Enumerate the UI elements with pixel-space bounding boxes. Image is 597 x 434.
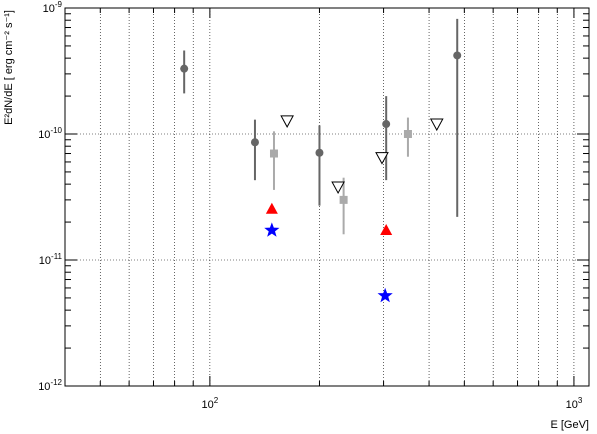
data-point-circle <box>382 120 391 129</box>
y-axis-title: E²dN/dE [ erg cm⁻² s⁻¹] <box>3 10 15 125</box>
x-tick-label: 103 <box>566 396 583 411</box>
axis-ticks <box>64 7 589 387</box>
upper-limit-marker <box>375 152 389 165</box>
data-point-circle <box>453 51 462 60</box>
data-point-square <box>339 195 348 204</box>
y-tick-label: 10-10 <box>38 126 62 141</box>
data-point-square <box>269 149 278 158</box>
data-point-square <box>403 130 412 138</box>
plot-frame <box>64 7 590 387</box>
data-point-circle <box>250 138 259 147</box>
data-point-star <box>264 222 280 237</box>
y-tick-label: 10-12 <box>38 378 62 393</box>
upper-limit-marker <box>280 115 294 128</box>
tick-labels: 102 103 10-12 10-11 10-10 10-9 <box>38 0 583 411</box>
data-point-star <box>377 287 393 303</box>
x-axis-title: E [GeV] <box>550 419 589 431</box>
data-point-triangle <box>380 224 393 236</box>
data-point-circle <box>315 148 324 157</box>
data-point-triangle <box>265 202 278 214</box>
data-layer <box>180 18 462 303</box>
y-tick-label: 10-11 <box>39 252 63 267</box>
data-point-circle <box>180 64 189 73</box>
upper-limit-marker <box>331 181 345 194</box>
x-tick-label: 102 <box>202 396 219 411</box>
y-tick-label: 10-9 <box>43 0 63 15</box>
upper-limit-marker <box>429 118 444 132</box>
